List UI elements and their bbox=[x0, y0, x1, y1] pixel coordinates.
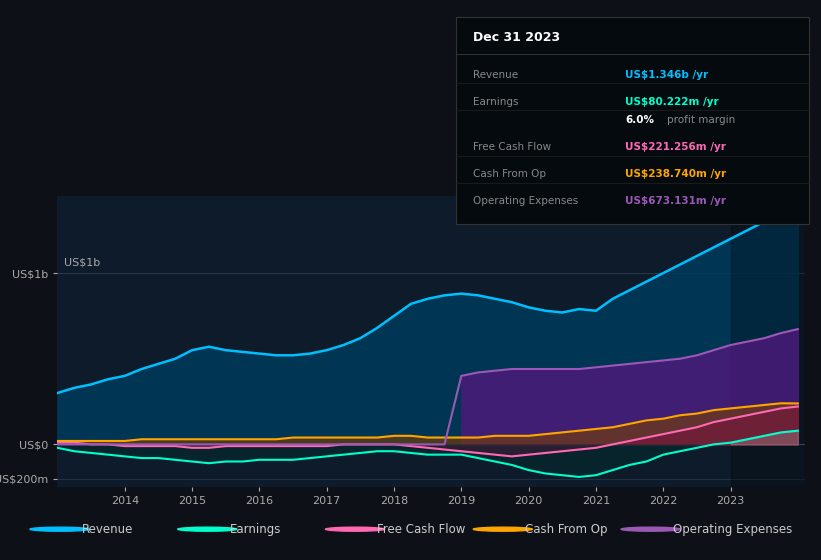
Circle shape bbox=[326, 527, 385, 531]
Text: Free Cash Flow: Free Cash Flow bbox=[474, 142, 552, 152]
Text: US$80.222m /yr: US$80.222m /yr bbox=[625, 97, 718, 107]
Text: US$673.131m /yr: US$673.131m /yr bbox=[625, 196, 726, 206]
Text: Cash From Op: Cash From Op bbox=[525, 522, 608, 536]
Text: Revenue: Revenue bbox=[82, 522, 133, 536]
Circle shape bbox=[178, 527, 237, 531]
Text: Operating Expenses: Operating Expenses bbox=[673, 522, 792, 536]
Bar bbox=[731, 196, 805, 487]
Circle shape bbox=[621, 527, 681, 531]
Text: Dec 31 2023: Dec 31 2023 bbox=[474, 31, 561, 44]
Text: Cash From Op: Cash From Op bbox=[474, 169, 546, 179]
Text: US$221.256m /yr: US$221.256m /yr bbox=[625, 142, 726, 152]
Text: 6.0%: 6.0% bbox=[625, 115, 654, 125]
Circle shape bbox=[30, 527, 89, 531]
Text: US$1.346b /yr: US$1.346b /yr bbox=[625, 70, 709, 80]
Text: US$238.740m /yr: US$238.740m /yr bbox=[625, 169, 727, 179]
Text: Revenue: Revenue bbox=[474, 70, 518, 80]
Text: profit margin: profit margin bbox=[667, 115, 736, 125]
Text: Free Cash Flow: Free Cash Flow bbox=[378, 522, 466, 536]
Text: Earnings: Earnings bbox=[474, 97, 519, 107]
Text: Operating Expenses: Operating Expenses bbox=[474, 196, 579, 206]
Text: US$1b: US$1b bbox=[64, 258, 100, 268]
Text: Earnings: Earnings bbox=[230, 522, 281, 536]
Circle shape bbox=[474, 527, 533, 531]
